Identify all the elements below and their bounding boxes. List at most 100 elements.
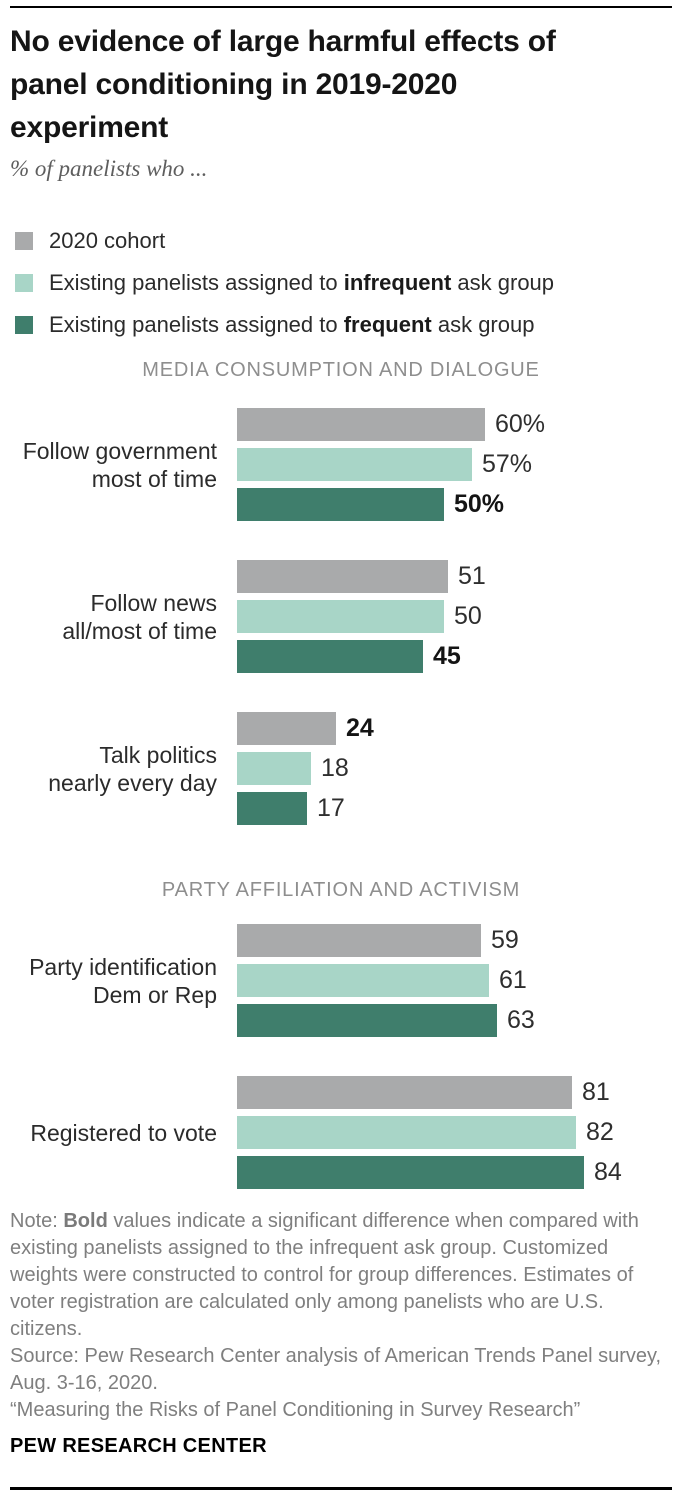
bar-group-label-line: Follow news — [90, 589, 217, 616]
bar-row: 18 — [237, 752, 672, 785]
bar — [237, 712, 336, 745]
bar — [237, 640, 423, 673]
bar-stack: 60% 57% 50% — [237, 408, 672, 521]
report-title-text: “Measuring the Risks of Panel Conditioni… — [10, 1399, 581, 1421]
legend: 2020 cohort Existing panelists assigned t… — [10, 220, 672, 346]
bar — [237, 448, 472, 481]
chart-title: No evidence of large harmful effects of p… — [10, 20, 672, 149]
bar-value-label: 18 — [321, 754, 349, 782]
bar-group: Party identification Dem or Rep 59 61 63 — [10, 924, 672, 1037]
section-header: MEDIA CONSUMPTION AND DIALOGUE — [142, 359, 540, 381]
bar-row: 59 — [237, 924, 672, 957]
bar-group-label-line: Party identification — [29, 953, 217, 980]
chart-title-line: experiment — [10, 111, 169, 144]
bar-group: Follow government most of time 60% 57% 50% — [10, 408, 672, 521]
bar-row: 60% — [237, 408, 672, 441]
bar-group-label: Follow government most of time — [10, 437, 237, 493]
legend-swatch — [15, 232, 33, 250]
chart-section: MEDIA CONSUMPTION AND DIALOGUE Follow gov… — [10, 358, 672, 825]
bottom-rule — [10, 1487, 672, 1490]
bar-value-label: 17 — [317, 794, 345, 822]
top-rule — [10, 6, 672, 8]
bar-value-label: 63 — [507, 1006, 535, 1034]
bar-stack: 51 50 45 — [237, 560, 672, 673]
legend-label-text: Existing panelists assigned to — [49, 312, 344, 337]
bar-group-label-line: nearly every day — [48, 769, 217, 796]
bar-row: 82 — [237, 1116, 672, 1149]
bar — [237, 1116, 576, 1149]
bar-row: 81 — [237, 1076, 672, 1109]
chart-subtitle: % of panelists who ... — [10, 156, 208, 181]
bar-value-label: 82 — [586, 1118, 614, 1146]
bar — [237, 408, 485, 441]
bar-value-label: 61 — [499, 966, 527, 994]
legend-item: 2020 cohort — [10, 220, 672, 262]
legend-label-text: 2020 cohort — [49, 228, 166, 253]
chart-section: PARTY AFFILIATION AND ACTIVISM Party iden… — [10, 878, 672, 1189]
bar-group-label: Party identification Dem or Rep — [10, 953, 237, 1009]
chart-title-line: No evidence of large harmful effects of — [10, 25, 556, 58]
bar-stack: 24 18 17 — [237, 712, 672, 825]
legend-label-text: Existing panelists assigned to — [49, 270, 344, 295]
bar-row: 57% — [237, 448, 672, 481]
bar — [237, 1076, 572, 1109]
bar-row: 51 — [237, 560, 672, 593]
note-text: Note: Bold values indicate a significant… — [10, 1208, 672, 1343]
bar — [237, 600, 444, 633]
bar-value-label: 59 — [491, 926, 519, 954]
bar-chart: MEDIA CONSUMPTION AND DIALOGUE Follow gov… — [10, 358, 672, 1189]
bar — [237, 964, 489, 997]
bar-group-label-line: all/most of time — [62, 617, 217, 644]
bar-row: 63 — [237, 1004, 672, 1037]
brand-wordmark: PEW RESEARCH CENTER — [10, 1435, 267, 1457]
bar-group-label-line: Talk politics — [99, 741, 217, 768]
bar-stack: 59 61 63 — [237, 924, 672, 1037]
legend-swatch — [15, 274, 33, 292]
bar-row: 45 — [237, 640, 672, 673]
bar-row: 17 — [237, 792, 672, 825]
bar — [237, 792, 307, 825]
chart-title-line: panel conditioning in 2019-2020 — [10, 68, 458, 101]
legend-item-label: Existing panelists assigned to infrequen… — [49, 270, 554, 296]
bar — [237, 488, 444, 521]
bar-row: 50% — [237, 488, 672, 521]
bar-value-label: 45 — [433, 642, 461, 670]
bar-group: Follow news all/most of time 51 50 45 — [10, 560, 672, 673]
bar-group: Talk politics nearly every day 24 18 17 — [10, 712, 672, 825]
legend-item-label: 2020 cohort — [49, 228, 165, 254]
legend-label-bold: frequent — [343, 312, 432, 337]
section-header: PARTY AFFILIATION AND ACTIVISM — [161, 879, 521, 901]
note-bold-word: Bold — [63, 1210, 108, 1232]
bar-row: 84 — [237, 1156, 672, 1189]
footer: Note: Bold values indicate a significant… — [10, 1208, 672, 1458]
source-text: Source: Pew Research Center analysis of … — [10, 1345, 662, 1394]
bar-value-label: 50 — [454, 602, 482, 630]
bar-value-label: 50% — [454, 490, 505, 518]
bar — [237, 1156, 584, 1189]
bar-stack: 81 82 84 — [237, 1076, 672, 1189]
bar-value-label: 51 — [458, 562, 486, 590]
bar-group: Registered to vote 81 82 84 — [10, 1076, 672, 1189]
note-label: Note: — [10, 1210, 64, 1232]
legend-item: Existing panelists assigned to infrequen… — [10, 262, 672, 304]
bar-row: 50 — [237, 600, 672, 633]
note-body: values indicate a significant difference… — [10, 1210, 639, 1340]
bar-value-label: 84 — [594, 1158, 622, 1186]
bar — [237, 924, 481, 957]
legend-label-bold: infrequent — [343, 270, 452, 295]
bar-group-label: Talk politics nearly every day — [10, 741, 237, 797]
legend-item-label: Existing panelists assigned to frequent … — [49, 312, 534, 338]
bar-value-label: 57% — [482, 450, 533, 478]
bar-group-label: Follow news all/most of time — [10, 589, 237, 645]
bar — [237, 752, 311, 785]
bar-group-label: Registered to vote — [10, 1119, 237, 1147]
bar — [237, 1004, 497, 1037]
bar-group-label-line: Dem or Rep — [93, 981, 217, 1008]
bar-row: 61 — [237, 964, 672, 997]
bar-row: 24 — [237, 712, 672, 745]
legend-item: Existing panelists assigned to frequent … — [10, 304, 672, 346]
bar-value-label: 60% — [495, 410, 546, 438]
legend-swatch — [15, 316, 33, 334]
bar-group-label-line: Registered to vote — [30, 1119, 217, 1146]
